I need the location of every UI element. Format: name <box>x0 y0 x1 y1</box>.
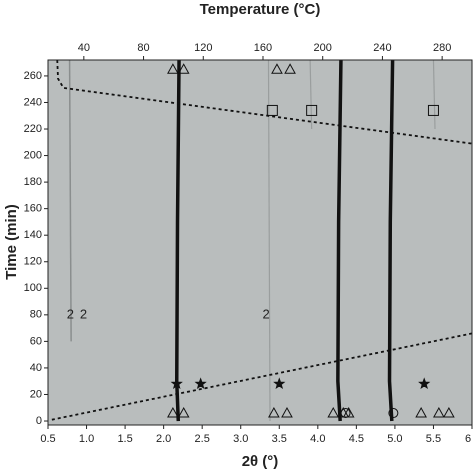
star-marker <box>194 377 207 390</box>
circle-marker <box>340 408 351 419</box>
data-line <box>174 59 181 422</box>
annotation: 2 <box>67 306 74 321</box>
x-tick-label: 3.0 <box>233 433 248 445</box>
triangle-marker <box>327 407 340 418</box>
x-tick-label: 5.0 <box>387 433 402 445</box>
y-tick-label: 100 <box>24 282 42 294</box>
triangle-marker <box>281 407 293 418</box>
star-marker <box>273 377 286 390</box>
top-tick-label: 200 <box>314 42 332 54</box>
top-tick-label: 80 <box>137 42 149 54</box>
data-line <box>432 59 436 130</box>
plot-background <box>48 60 472 425</box>
annotation: 2 <box>263 306 270 321</box>
top-tick-label: 40 <box>78 42 90 54</box>
y-tick-label: 20 <box>30 388 42 400</box>
x-tick-label: 3.5 <box>272 433 287 445</box>
data-line <box>309 59 313 130</box>
square-marker <box>266 104 278 116</box>
y-tick-label: 240 <box>24 96 42 108</box>
y-tick-label: 140 <box>24 229 42 241</box>
top-tick-label: 280 <box>433 42 451 54</box>
top-axis-title: Temperature (°C) <box>200 1 321 18</box>
top-tick-label: 120 <box>194 42 212 54</box>
x-axis-title: 2θ (°) <box>242 453 279 470</box>
data-line <box>68 59 72 342</box>
data-line <box>336 59 343 422</box>
x-tick-label: 5.5 <box>426 433 441 445</box>
square-marker <box>427 104 439 116</box>
y-tick-label: 160 <box>24 203 42 215</box>
x-tick-label: 0.5 <box>40 433 55 445</box>
triangle-marker <box>415 407 427 418</box>
triangle-marker <box>167 407 179 418</box>
triangle-marker <box>268 407 280 418</box>
y-tick-label: 180 <box>24 176 42 188</box>
star-marker <box>170 377 183 390</box>
star-marker <box>418 377 431 390</box>
triangle-marker <box>167 63 179 74</box>
x-tick-label: 2.0 <box>156 433 171 445</box>
x-tick-label: 6 <box>465 433 471 445</box>
y-tick-label: 200 <box>24 149 42 161</box>
square-marker <box>306 104 318 116</box>
data-line <box>387 59 395 422</box>
triangle-marker <box>271 63 283 74</box>
top-tick-label: 240 <box>373 42 391 54</box>
data-line <box>267 59 271 422</box>
x-tick-label: 4.5 <box>349 433 364 445</box>
plot-frame <box>47 59 473 426</box>
triangle-marker <box>284 63 296 74</box>
x-tick-label: 2.5 <box>195 433 210 445</box>
triangle-marker <box>443 407 455 418</box>
y-axis-title: Time (min) <box>3 204 20 280</box>
y-tick-label: 260 <box>24 70 42 82</box>
triangle-marker <box>342 407 355 418</box>
y-tick-label: 60 <box>30 335 42 347</box>
annotation: 2 <box>80 306 87 321</box>
x-tick-label: 1.5 <box>117 433 132 445</box>
triangle-marker <box>177 407 190 418</box>
y-tick-label: 80 <box>30 309 42 321</box>
y-tick-label: 220 <box>24 123 42 135</box>
y-tick-label: 0 <box>36 415 42 427</box>
circle-marker <box>388 408 399 419</box>
triangle-marker <box>177 63 190 74</box>
x-tick-label: 1.0 <box>79 433 94 445</box>
triangle-marker <box>433 407 445 418</box>
x-tick-label: 4.0 <box>310 433 325 445</box>
y-tick-label: 40 <box>30 362 42 374</box>
top-tick-label: 160 <box>254 42 272 54</box>
y-tick-label: 120 <box>24 256 42 268</box>
